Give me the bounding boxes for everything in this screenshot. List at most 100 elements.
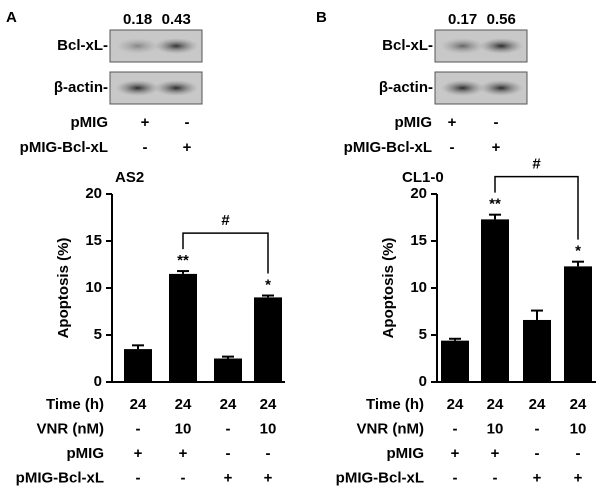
condition-value: - [453,469,458,486]
band-label: β-actin- [379,79,433,96]
blot-row-mark: - [143,139,148,156]
condition-value: 24 [260,396,277,413]
panel-letter: A [6,9,17,26]
blot-band [154,80,199,96]
y-tick-label: 5 [94,326,102,343]
y-tick-label: 20 [85,185,102,202]
blot-row-label: pMIG-Bcl-xL [344,139,432,156]
condition-label: Time (h) [46,396,104,413]
bar [254,297,282,382]
condition-value: 24 [570,396,587,413]
blot-band [154,38,199,54]
bar [214,358,242,382]
y-axis-label: Apoptosis (%) [55,238,72,339]
blot-row-mark: + [141,114,150,131]
chart-title: AS2 [115,169,144,186]
blot-band [479,80,524,96]
y-tick-label: 5 [419,326,427,343]
condition-value: - [226,420,231,437]
condition-label: Time (h) [366,396,424,413]
condition-value: + [134,445,143,462]
significance-mark: ** [177,252,189,269]
bar [441,340,469,382]
y-tick-label: 0 [94,373,102,390]
condition-value: 10 [260,420,277,437]
quant-label: 0.18 [123,11,152,28]
error-bar [262,294,274,298]
blot-row-label: pMIG-Bcl-xL [20,139,108,156]
condition-value: 24 [447,396,464,413]
condition-value: + [224,469,233,486]
bar [523,319,551,382]
condition-value: 10 [570,420,587,437]
error-bar [489,213,501,220]
blot-row-mark: - [185,114,190,131]
condition-label: VNR (nM) [357,420,425,437]
condition-value: - [226,445,231,462]
blot-row-mark: - [494,114,499,131]
blot-band [440,80,485,96]
y-tick-label: 10 [410,279,427,296]
y-tick-label: 0 [419,373,427,390]
condition-label: pMIG-Bcl-xL [16,469,104,486]
quant-label: 0.43 [162,11,191,28]
condition-value: - [181,469,186,486]
condition-value: 24 [130,396,147,413]
condition-label: pMIG [387,445,425,462]
band-label: Bcl-xL- [57,37,108,54]
band-label: β-actin- [54,79,108,96]
condition-value: + [264,469,273,486]
error-bar [449,337,461,341]
condition-value: 24 [220,396,237,413]
blot-row-label: pMIG [71,114,109,131]
y-tick-label: 20 [410,185,427,202]
band-label: Bcl-xL- [382,37,433,54]
blot-row-mark: + [448,114,457,131]
y-axis-label: Apoptosis (%) [380,238,397,339]
y-tick-label: 15 [85,232,102,249]
blot-band [115,38,160,54]
bracket [494,175,579,240]
blot-row-mark: - [450,139,455,156]
condition-value: 10 [487,420,504,437]
error-bar [572,260,584,267]
significance-mark: * [575,243,581,260]
error-bar [132,344,144,350]
condition-value: - [453,420,458,437]
condition-value: + [491,445,500,462]
condition-value: + [533,469,542,486]
blot-band [115,80,160,96]
condition-value: - [535,420,540,437]
quant-label: 0.56 [487,11,516,28]
condition-value: - [136,420,141,437]
condition-value: - [493,469,498,486]
condition-value: - [576,445,581,462]
blot-band [479,38,524,54]
condition-value: - [535,445,540,462]
condition-value: 24 [175,396,192,413]
bracket [182,232,269,274]
significance-mark: * [265,276,271,293]
bar [124,349,152,382]
blot-row-label: pMIG [395,114,433,131]
condition-value: - [266,445,271,462]
condition-value: 24 [487,396,504,413]
condition-label: pMIG [67,445,105,462]
bar [169,273,197,382]
significance-mark: ** [489,196,501,213]
bracket-label: # [221,212,230,229]
condition-value: + [179,445,188,462]
condition-value: - [136,469,141,486]
blot-row-mark: + [183,139,192,156]
condition-value: + [451,445,460,462]
y-tick-label: 15 [410,232,427,249]
condition-label: VNR (nM) [37,420,105,437]
blot-band [440,38,485,54]
bracket-label: # [532,156,541,173]
bar [481,219,509,382]
quant-label: 0.17 [448,11,477,28]
bar [564,266,592,382]
error-bar [177,270,189,274]
y-tick-label: 10 [85,279,102,296]
